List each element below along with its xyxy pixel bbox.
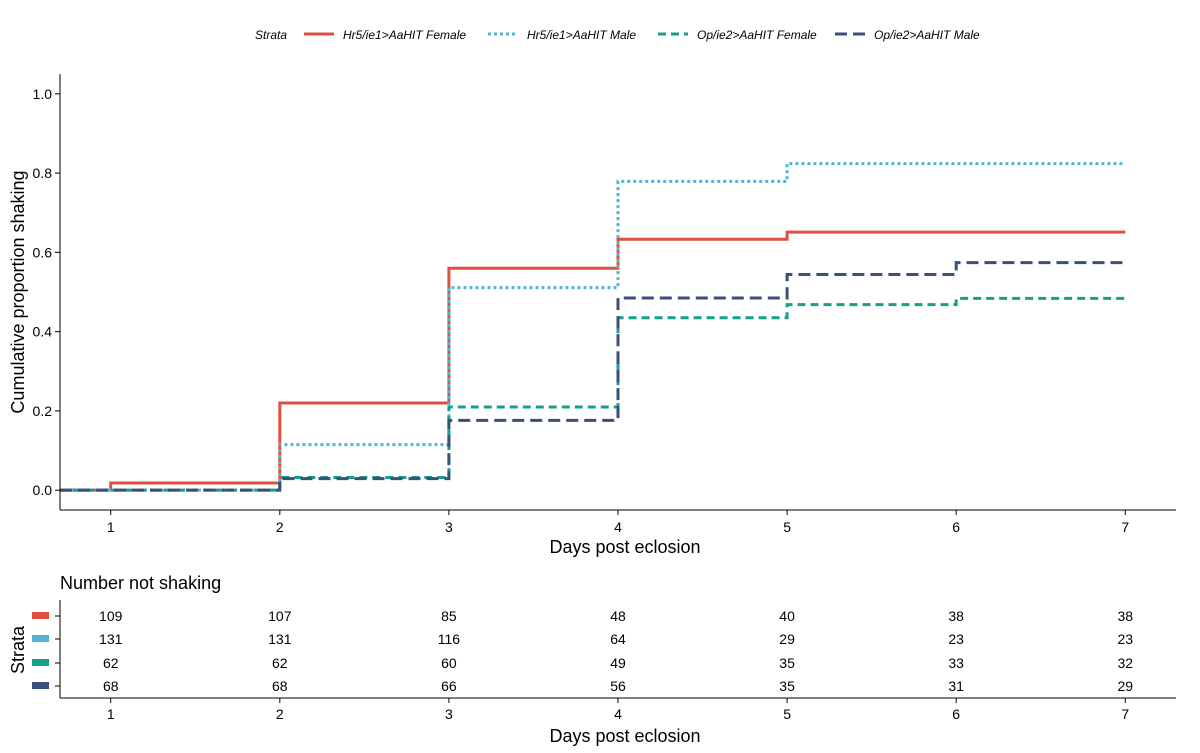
strata-swatch <box>32 682 49 689</box>
x-tick-label: 4 <box>614 519 622 535</box>
risk-table-cell: 40 <box>779 608 795 624</box>
risk-table-cell: 66 <box>441 678 457 694</box>
series-line <box>60 230 1126 492</box>
risk-table-rows: 109 107 85 48 40 38 38 131 131 116 64 29 23 23 62 62 60 4… <box>32 608 1133 694</box>
strata-swatch <box>32 659 49 666</box>
risk-table-x-tick-label: 7 <box>1121 706 1129 722</box>
risk-table-cell: 62 <box>103 655 119 671</box>
risk-table-title: Number not shaking <box>60 573 221 593</box>
risk-table-cell: 33 <box>948 655 964 671</box>
legend-label: Hr5/ie1>AaHIT Female <box>343 28 466 42</box>
risk-table-cell: 131 <box>99 631 123 647</box>
legend-label: Op/ie2>AaHIT Male <box>874 28 980 42</box>
risk-table-cell: 56 <box>610 678 626 694</box>
risk-table-cell: 85 <box>441 608 457 624</box>
risk-table-cell: 62 <box>272 655 288 671</box>
risk-table-cell: 107 <box>268 608 292 624</box>
x-tick-label: 7 <box>1121 519 1129 535</box>
y-ticks: 0.0 0.2 0.4 0.6 0.8 1.0 <box>33 86 60 498</box>
y-tick-label: 0.2 <box>33 403 53 419</box>
series-line <box>60 162 1126 492</box>
risk-table-cell: 29 <box>779 631 795 647</box>
risk-table-cell: 35 <box>779 678 795 694</box>
risk-table-cell: 49 <box>610 655 626 671</box>
risk-table-x-tick-label: 6 <box>952 706 960 722</box>
main-plot: 0.0 0.2 0.4 0.6 0.8 1.0 1 2 3 4 5 6 7 Days post ecl… <box>8 74 1176 557</box>
y-axis-label: Cumulative proportion shaking <box>8 170 28 413</box>
x-tick-label: 6 <box>952 519 960 535</box>
legend-label: Hr5/ie1>AaHIT Male <box>527 28 636 42</box>
risk-table-x-tick-label: 2 <box>276 706 284 722</box>
strata-swatch <box>32 612 49 619</box>
risk-table-cell: 23 <box>948 631 964 647</box>
x-tick-label: 2 <box>276 519 284 535</box>
legend-label: Op/ie2>AaHIT Female <box>697 28 817 42</box>
x-tick-label: 3 <box>445 519 453 535</box>
legend-title: Strata <box>255 28 287 42</box>
y-tick-label: 0.0 <box>33 482 53 498</box>
y-tick-label: 0.6 <box>33 244 53 260</box>
x-tick-label: 1 <box>107 519 115 535</box>
risk-table-cell: 116 <box>438 631 461 647</box>
risk-table-cell: 29 <box>1117 678 1133 694</box>
risk-table-cell: 68 <box>272 678 288 694</box>
risk-table-cell: 32 <box>1117 655 1133 671</box>
risk-table-cell: 31 <box>948 678 964 694</box>
risk-table-cell: 35 <box>779 655 795 671</box>
y-tick-label: 0.8 <box>33 165 53 181</box>
series-lines <box>60 162 1126 492</box>
risk-table-cell: 38 <box>1117 608 1133 624</box>
risk-table-y-label: Strata <box>8 625 28 674</box>
risk-table-x-tick-label: 4 <box>614 706 622 722</box>
risk-table-cell: 60 <box>441 655 457 671</box>
series-line <box>60 296 1126 492</box>
risk-table-x-tick-label: 5 <box>783 706 791 722</box>
risk-table-cell: 109 <box>99 608 123 624</box>
risk-table-x-tick-label: 1 <box>107 706 115 722</box>
y-tick-label: 1.0 <box>33 86 53 102</box>
risk-table-cell: 131 <box>268 631 292 647</box>
risk-table-cell: 23 <box>1117 631 1133 647</box>
risk-table-x-tick-label: 3 <box>445 706 453 722</box>
series-line <box>60 261 1126 492</box>
legend: Strata Hr5/ie1>AaHIT Female Hr5/ie1>AaHIT… <box>255 28 980 42</box>
x-tick-label: 5 <box>783 519 791 535</box>
risk-table-x-ticks: 1 2 3 4 5 6 7 <box>107 698 1129 722</box>
risk-table-cell: 38 <box>948 608 964 624</box>
risk-table-x-label: Days post eclosion <box>549 726 700 746</box>
risk-table-cell: 48 <box>610 608 626 624</box>
y-tick-label: 0.4 <box>33 324 53 340</box>
x-ticks: 1 2 3 4 5 6 7 <box>107 510 1129 535</box>
strata-swatch <box>32 635 49 642</box>
risk-table-cell: 68 <box>103 678 119 694</box>
risk-table-cell: 64 <box>610 631 626 647</box>
x-axis-label: Days post eclosion <box>549 537 700 557</box>
